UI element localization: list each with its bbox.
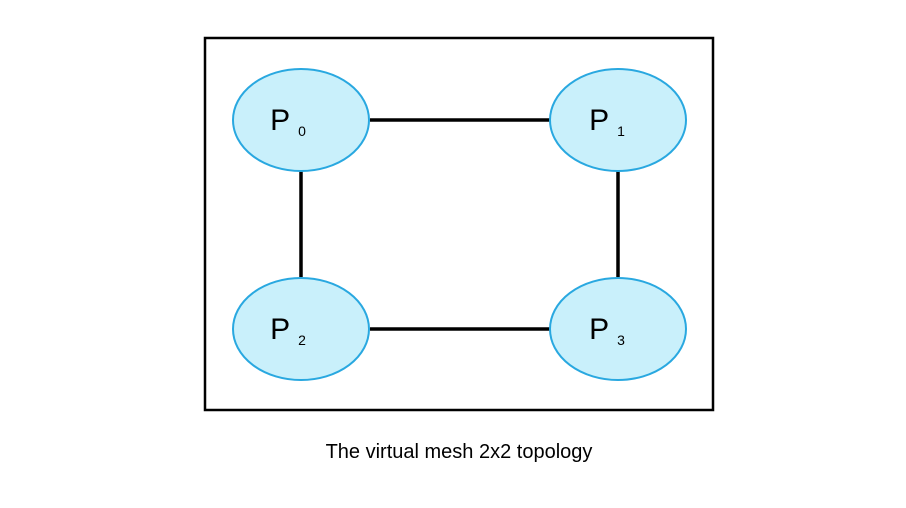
node-p3-shape [549,277,687,381]
node-p2-shape [232,277,370,381]
node-p0-shape [232,68,370,172]
diagram-caption: The virtual mesh 2x2 topology [326,441,593,463]
node-p1-shape [549,68,687,172]
